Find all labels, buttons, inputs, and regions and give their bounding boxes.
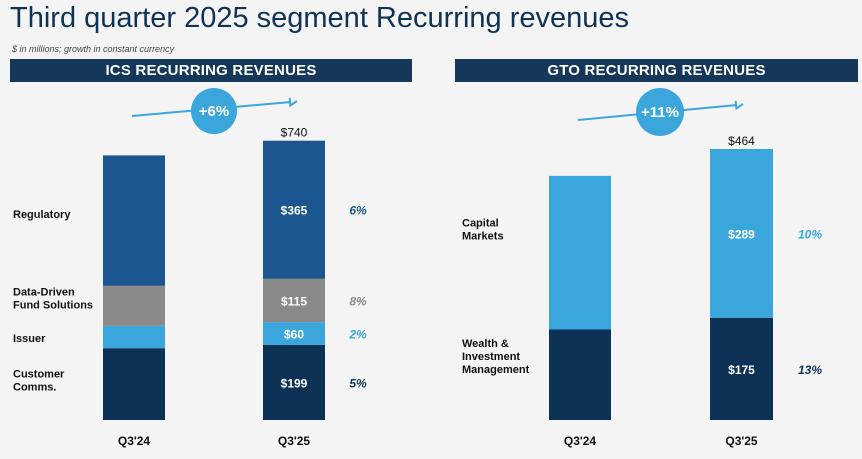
ics-segment-label-3: $365 (281, 204, 308, 218)
gto-tick-label-1: Q3'25 (725, 434, 758, 448)
ics-growth-label-2: 8% (349, 294, 367, 308)
gto-series-name-1-0: Capital (462, 218, 499, 230)
gto-bar-0-1 (549, 175, 611, 330)
ics-bar-1-2 (263, 278, 325, 323)
gto-growth-badge-label: +11% (641, 104, 679, 121)
gto-growth-label-0: 13% (798, 363, 822, 377)
ics-series-name-3-0: Regulatory (13, 209, 71, 221)
ics-series-name-1-0: Issuer (13, 333, 46, 345)
ics-bar-0-3 (103, 155, 165, 286)
gto-header: GTO RECURRING REVENUES (455, 59, 858, 82)
units-note: $ in millions; growth in constant curren… (12, 44, 175, 54)
ics-growth-label-3: 6% (349, 204, 367, 218)
ics-tick-label-1: Q3'25 (278, 434, 311, 448)
ics-growth-label-1: 2% (348, 327, 367, 341)
ics-growth-label-0: 5% (349, 376, 367, 390)
ics-bar-1-3 (263, 140, 325, 279)
gto-series-name-0-2: Management (462, 364, 530, 376)
ics-series-name-2-1: Fund Solutions (13, 300, 93, 312)
gto-series-name-0-0: Wealth & (462, 338, 509, 350)
page-title: Third quarter 2025 segment Recurring rev… (10, 2, 629, 34)
gto-series-name-1-1: Markets (462, 231, 504, 243)
ics-series-name-0-1: Comms. (13, 382, 56, 394)
gto-segment-label-1: $289 (728, 227, 755, 241)
ics-total-label-1: $740 (281, 126, 308, 140)
gto-bar-1-1 (710, 149, 773, 318)
ics-bar-1-0 (263, 344, 325, 420)
ics-tick-label-0: Q3'24 (118, 434, 151, 448)
gto-bar-0-0 (549, 329, 611, 420)
gto-bar-1-0 (710, 317, 773, 420)
ics-segment-label-1: $60 (284, 327, 304, 341)
gto-tick-label-0: Q3'24 (564, 434, 597, 448)
gto-segment-label-0: $175 (728, 363, 755, 377)
ics-bar-0-2 (103, 285, 165, 326)
ics-segment-label-0: $199 (281, 376, 308, 390)
ics-segment-label-2: $115 (281, 294, 307, 308)
gto-arrow-head (734, 100, 744, 111)
ics-bar-1-1 (263, 322, 325, 345)
gto-total-label-1: $464 (728, 134, 755, 148)
ics-bar-0-1 (103, 325, 165, 349)
ics-growth-badge-label: +6% (199, 103, 229, 120)
ics-series-name-0-0: Customer (13, 369, 65, 381)
gto-growth-label-1: 10% (798, 227, 822, 241)
ics-series-name-2-0: Data-Driven (13, 287, 75, 299)
gto-growth-badge (636, 88, 684, 136)
ics-header: ICS RECURRING REVENUES (10, 59, 412, 82)
ics-bar-0-0 (103, 348, 165, 420)
ics-growth-badge (191, 88, 237, 134)
gto-series-name-0-1: Investment (462, 351, 520, 363)
ics-arrow-head (288, 97, 298, 108)
